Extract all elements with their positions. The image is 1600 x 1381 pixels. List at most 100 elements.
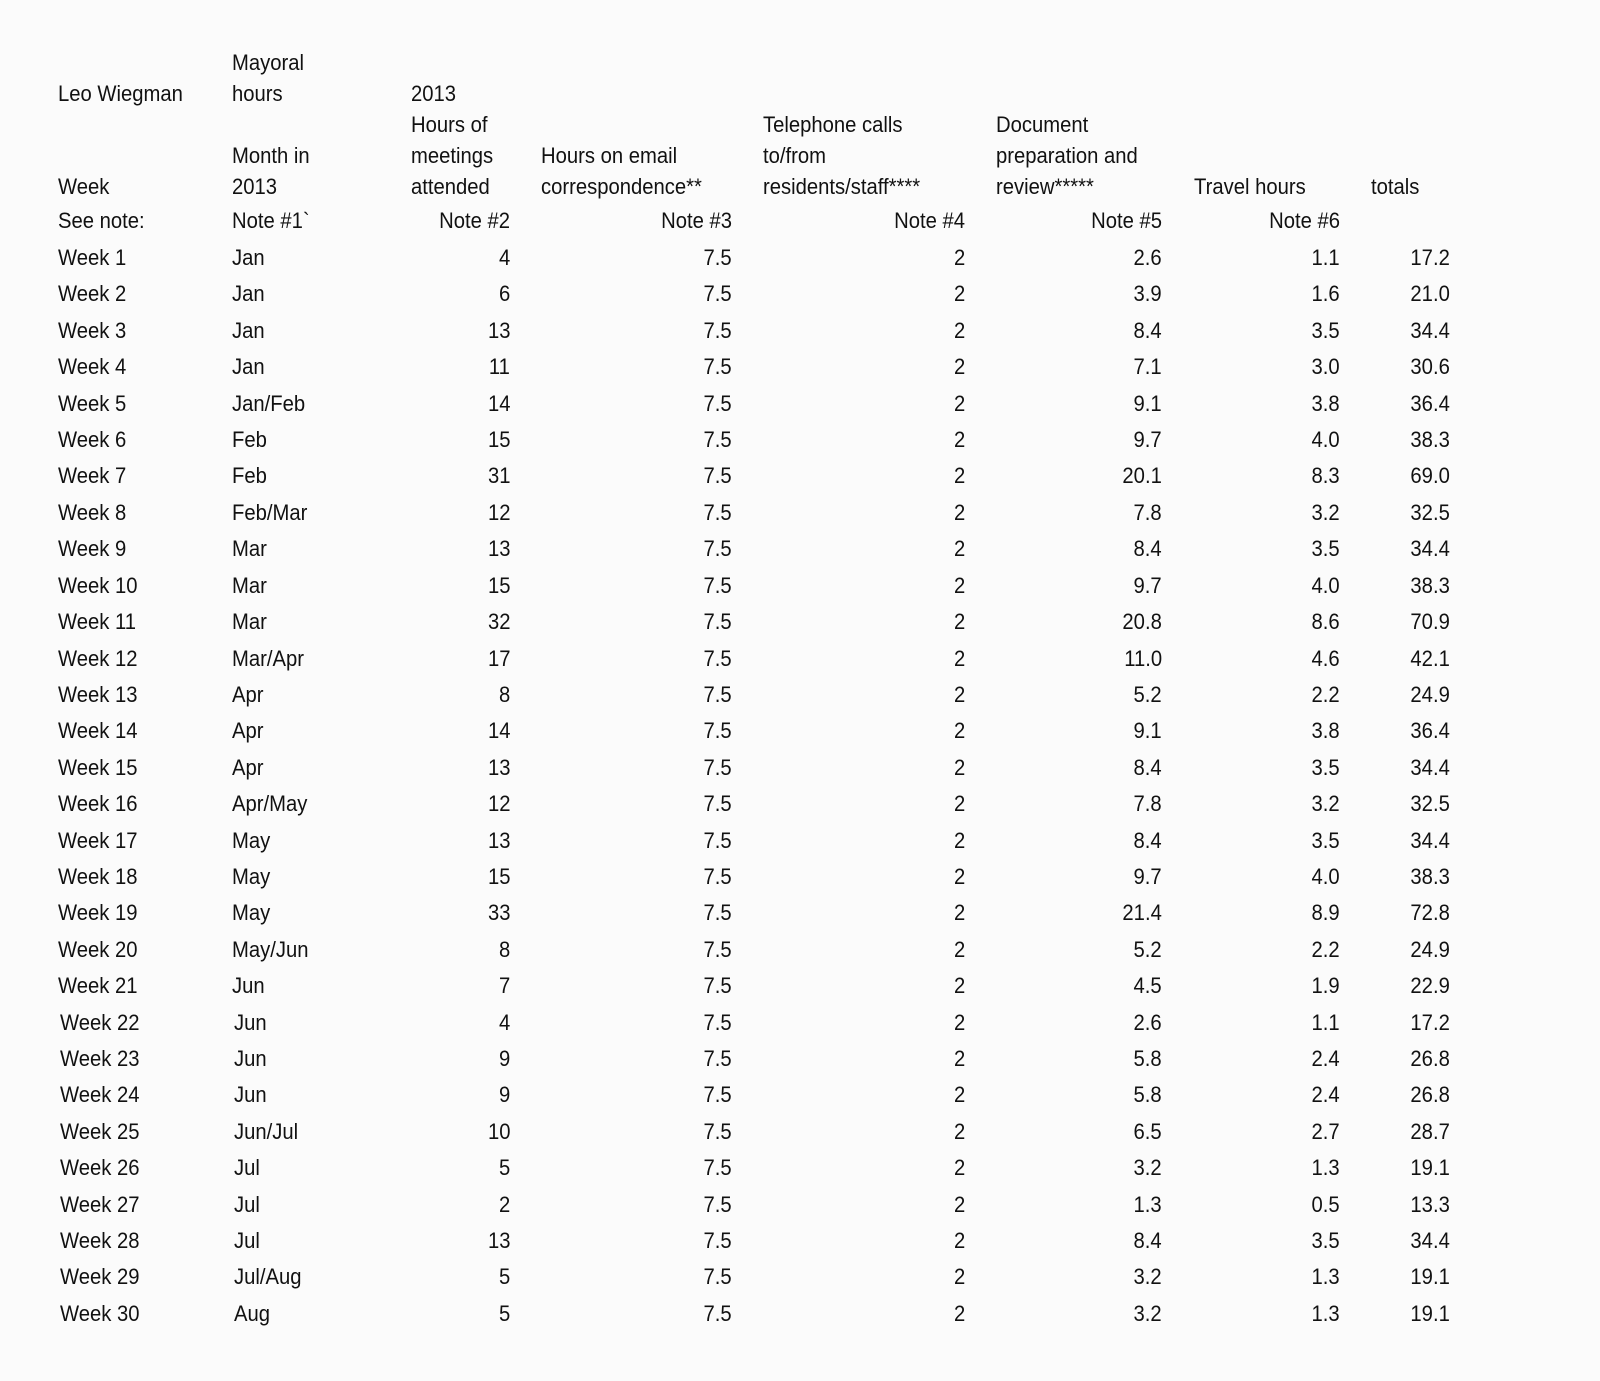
cell-document: 9.7 — [1133, 427, 1162, 453]
cell-document: 9.1 — [1133, 718, 1162, 744]
header-phone: Telephone calls to/from residents/staff***… — [763, 112, 921, 199]
cell-email: 7.5 — [703, 427, 732, 453]
cell-phone: 2 — [953, 572, 965, 598]
cell-phone: 2 — [953, 681, 965, 707]
cell-meetings: 15 — [487, 427, 510, 453]
cell-phone: 2 — [953, 609, 965, 635]
cell-document: 7.1 — [1133, 354, 1162, 380]
cell-phone: 2 — [953, 499, 965, 525]
cell-travel: 2.2 — [1311, 936, 1340, 962]
cell-phone: 2 — [953, 791, 965, 817]
cell-total: 69.0 — [1410, 463, 1450, 489]
cell-month: May/Jun — [232, 936, 309, 962]
cell-document: 2.6 — [1133, 245, 1162, 270]
cell-total: 32.5 — [1410, 499, 1450, 525]
cell-phone: 2 — [953, 900, 965, 926]
cell-travel: 8.6 — [1311, 609, 1340, 635]
cell-email: 7.5 — [703, 791, 732, 817]
cell-email: 7.5 — [703, 863, 732, 889]
cell-total: 21.0 — [1410, 281, 1450, 307]
cell-phone: 2 — [953, 1046, 965, 1072]
cell-email: 7.5 — [703, 1009, 732, 1035]
cell-email: 7.5 — [703, 936, 732, 962]
cell-total: 42.1 — [1410, 645, 1450, 671]
header-meetings: 2013 Hours of meetings attended — [411, 81, 494, 199]
cell-week: Week 8 — [58, 499, 127, 525]
cell-month: Apr — [232, 754, 264, 780]
cell-document: 8.4 — [1133, 536, 1162, 562]
cell-week: Week 19 — [58, 900, 138, 926]
cell-phone: 2 — [953, 1009, 965, 1035]
cell-total: 70.9 — [1410, 609, 1450, 635]
header-email: Hours on email correspondence** — [541, 143, 702, 199]
cell-month: Jun — [234, 1046, 267, 1072]
cell-email: 7.5 — [703, 1118, 732, 1144]
cell-month: Feb/Mar — [232, 499, 308, 525]
cell-week: Week 24 — [60, 1082, 140, 1108]
cell-meetings: 9 — [498, 1046, 510, 1072]
cell-email: 7.5 — [703, 1046, 732, 1072]
header-totals: totals — [1371, 174, 1420, 199]
cell-travel: 2.2 — [1311, 681, 1340, 707]
cell-phone: 2 — [953, 1155, 965, 1181]
cell-meetings: 2 — [498, 1191, 510, 1217]
cell-total: 24.9 — [1410, 681, 1450, 707]
cell-phone: 2 — [953, 281, 965, 307]
cell-document: 5.8 — [1133, 1082, 1162, 1108]
cell-document: 3.9 — [1133, 281, 1162, 307]
cell-meetings: 31 — [487, 463, 510, 489]
cell-email: 7.5 — [703, 1191, 732, 1217]
cell-travel: 4.0 — [1311, 572, 1340, 598]
cell-month: Jul — [234, 1191, 260, 1217]
cell-travel: 3.5 — [1311, 1228, 1340, 1254]
cell-travel: 1.3 — [1311, 1300, 1340, 1326]
cell-email: 7.5 — [703, 499, 732, 525]
cell-document: 3.2 — [1133, 1264, 1162, 1290]
cell-travel: 3.5 — [1311, 827, 1340, 853]
header-document: Document preparation and review***** — [996, 112, 1138, 199]
cell-meetings: 12 — [487, 499, 510, 525]
cell-phone: 2 — [953, 973, 965, 999]
cell-week: Week 20 — [58, 936, 138, 962]
cell-month: Feb — [232, 427, 267, 453]
cell-document: 3.2 — [1133, 1300, 1162, 1326]
cell-phone: 2 — [953, 645, 965, 671]
cell-week: Week 4 — [58, 354, 127, 380]
cell-meetings: 8 — [498, 936, 510, 962]
cell-travel: 1.3 — [1311, 1264, 1340, 1290]
cell-phone: 2 — [953, 1118, 965, 1144]
cell-month: Jul — [234, 1155, 260, 1181]
cell-total: 26.8 — [1410, 1046, 1450, 1072]
cell-travel: 3.2 — [1311, 499, 1340, 525]
cell-travel: 1.6 — [1311, 281, 1340, 307]
cell-email: 7.5 — [703, 463, 732, 489]
cell-month: Apr — [232, 718, 264, 744]
cell-total: 38.3 — [1410, 572, 1450, 598]
cell-month: Jun — [234, 1009, 267, 1035]
cell-travel: 4.6 — [1311, 645, 1340, 671]
cell-total: 34.4 — [1410, 317, 1450, 343]
cell-week: Week 10 — [58, 572, 138, 598]
cell-travel: 3.0 — [1311, 354, 1340, 380]
cell-meetings: 13 — [487, 827, 510, 853]
cell-meetings: 9 — [498, 1082, 510, 1108]
cell-week: Week 22 — [60, 1009, 140, 1035]
cell-phone: 2 — [953, 718, 965, 744]
cell-month: Feb — [232, 463, 267, 489]
cell-email: 7.5 — [703, 645, 732, 671]
cell-travel: 1.9 — [1311, 973, 1340, 999]
cell-phone: 2 — [953, 390, 965, 416]
cell-meetings: 10 — [487, 1118, 510, 1144]
note-month: Note #1` — [232, 208, 310, 233]
cell-document: 20.8 — [1122, 609, 1162, 635]
cell-total: 72.8 — [1410, 900, 1450, 926]
cell-total: 22.9 — [1410, 973, 1450, 999]
cell-phone: 2 — [953, 827, 965, 853]
cell-meetings: 11 — [488, 354, 510, 380]
cell-month: Mar — [232, 572, 267, 598]
cell-total: 36.4 — [1410, 718, 1450, 744]
cell-phone: 2 — [953, 1228, 965, 1254]
cell-email: 7.5 — [703, 572, 732, 598]
cell-total: 19.1 — [1410, 1300, 1450, 1326]
note-email: Note #3 — [661, 208, 732, 233]
